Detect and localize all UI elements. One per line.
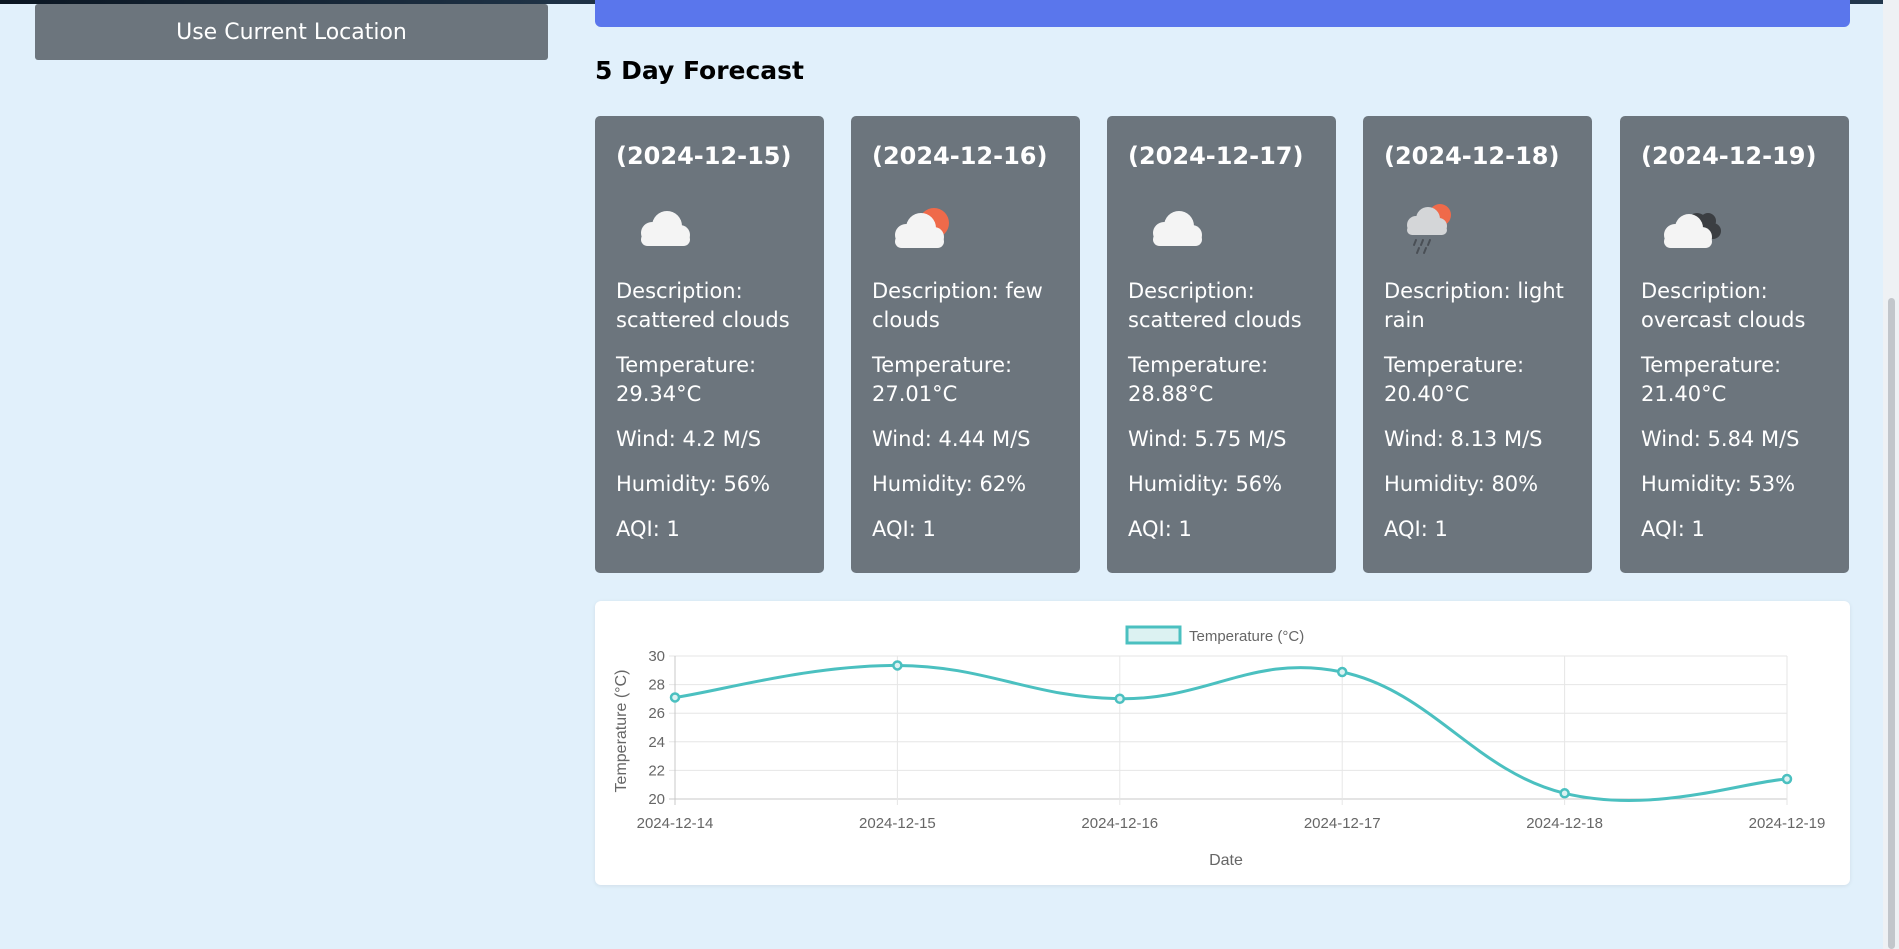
forecast-aqi: AQI: 1 xyxy=(1641,517,1705,541)
forecast-card: (2024-12-15) Description: scattered clou… xyxy=(595,116,824,573)
y-tick-label: 20 xyxy=(648,791,665,808)
temperature-chart-svg: 20 22 24 26 28 30 2024-12-14 2024-12-15 2024-12-… xyxy=(613,625,1826,869)
forecast-card: (2024-12-19) Description: overcast cloud… xyxy=(1620,116,1849,573)
temperature-point[interactable] xyxy=(1114,693,1126,705)
x-axis-title: Date xyxy=(1209,852,1243,869)
forecast-wind: Wind: 4.44 M/S xyxy=(872,427,1031,451)
current-weather-panel-edge xyxy=(595,0,1850,27)
legend-swatch[interactable] xyxy=(1125,625,1182,645)
forecast-title: 5 Day Forecast xyxy=(595,56,804,85)
forecast-aqi: AQI: 1 xyxy=(872,517,936,541)
x-tick-label: 2024-12-16 xyxy=(1081,815,1158,832)
forecast-temperature: Temperature: 20.40°C xyxy=(1384,353,1525,406)
temperature-point[interactable] xyxy=(1781,773,1793,785)
y-tick-label: 30 xyxy=(648,648,665,665)
overcast-icon xyxy=(1664,213,1721,248)
scrollbar-thumb[interactable] xyxy=(1888,298,1895,949)
forecast-date: (2024-12-19) xyxy=(1641,142,1817,170)
use-current-location-button[interactable]: Use Current Location xyxy=(35,4,548,60)
x-tick-label: 2024-12-19 xyxy=(1749,815,1826,832)
forecast-card: (2024-12-17) Description: scattered clou… xyxy=(1107,116,1336,573)
forecast-humidity: Humidity: 62% xyxy=(872,472,1027,496)
x-tick-label: 2024-12-17 xyxy=(1304,815,1381,832)
forecast-temperature: Temperature: 27.01°C xyxy=(872,353,1013,406)
forecast-temperature: Temperature: 28.88°C xyxy=(1128,353,1269,406)
cloud-icon xyxy=(1153,211,1202,246)
forecast-wind: Wind: 5.84 M/S xyxy=(1641,427,1800,451)
temperature-point[interactable] xyxy=(1336,666,1348,678)
sun-cloud-icon xyxy=(895,208,949,248)
forecast-aqi: AQI: 1 xyxy=(616,517,680,541)
forecast-description: Description: overcast clouds xyxy=(1641,279,1806,332)
forecast-wind: Wind: 8.13 M/S xyxy=(1384,427,1543,451)
temperature-point[interactable] xyxy=(669,692,681,703)
forecast-humidity: Humidity: 56% xyxy=(616,472,771,496)
temperature-point[interactable] xyxy=(892,660,903,671)
forecast-card: (2024-12-16) Description: few clouds Tem… xyxy=(851,116,1080,573)
forecast-humidity: Humidity: 56% xyxy=(1128,472,1283,496)
y-tick-label: 26 xyxy=(648,705,665,722)
temperature-series-line xyxy=(674,663,1788,802)
forecast-date: (2024-12-18) xyxy=(1384,142,1560,170)
cloud-icon xyxy=(641,211,690,246)
forecast-description: Description: light rain xyxy=(1384,279,1564,332)
forecast-humidity: Humidity: 53% xyxy=(1641,472,1796,496)
forecast-wind: Wind: 4.2 M/S xyxy=(616,427,762,451)
forecast-aqi: AQI: 1 xyxy=(1384,517,1448,541)
forecast-humidity: Humidity: 80% xyxy=(1384,472,1539,496)
forecast-aqi: AQI: 1 xyxy=(1128,517,1192,541)
legend-label[interactable]: Temperature (°C) xyxy=(1189,628,1304,645)
y-tick-label: 28 xyxy=(648,677,665,694)
y-axis-title: Temperature (°C) xyxy=(613,670,630,793)
temperature-point[interactable] xyxy=(1559,788,1570,799)
forecast-cards: (2024-12-15) Description: scattered clou… xyxy=(595,116,1850,573)
forecast-description: Description: scattered clouds xyxy=(1128,279,1302,332)
forecast-date: (2024-12-16) xyxy=(872,142,1048,170)
forecast-wind: Wind: 5.75 M/S xyxy=(1128,427,1287,451)
temperature-chart: 20 22 24 26 28 30 2024-12-14 2024-12-15 2024-12-… xyxy=(595,601,1850,885)
y-tick-label: 22 xyxy=(648,762,665,779)
rain-icon xyxy=(1407,204,1451,254)
forecast-date: (2024-12-15) xyxy=(616,142,792,170)
x-tick-label: 2024-12-18 xyxy=(1526,815,1603,832)
forecast-temperature: Temperature: 21.40°C xyxy=(1641,353,1782,406)
forecast-description: Description: few clouds xyxy=(872,279,1043,332)
forecast-card: (2024-12-18) Description: light rain Tem… xyxy=(1363,116,1592,573)
y-tick-label: 24 xyxy=(648,734,665,751)
x-tick-label: 2024-12-15 xyxy=(859,815,936,832)
forecast-temperature: Temperature: 29.34°C xyxy=(616,353,757,406)
forecast-description: Description: scattered clouds xyxy=(616,279,790,332)
forecast-date: (2024-12-17) xyxy=(1128,142,1304,170)
x-tick-label: 2024-12-14 xyxy=(637,815,714,832)
